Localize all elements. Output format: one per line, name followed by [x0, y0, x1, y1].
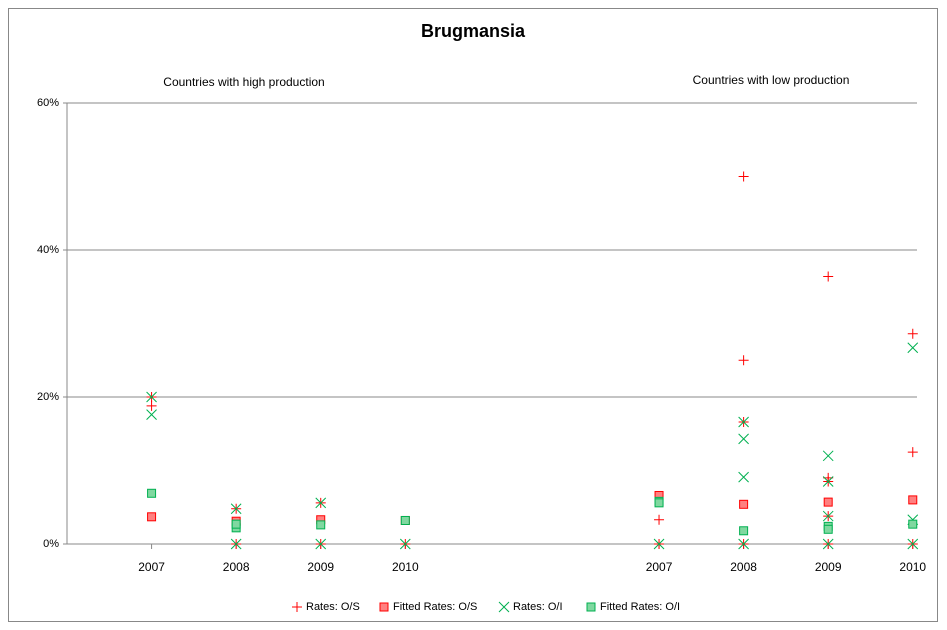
- marker-x: [822, 510, 834, 522]
- y-tick-label: 40%: [37, 244, 59, 256]
- marker-x: [498, 601, 510, 613]
- x-tick-label: 2008: [223, 560, 250, 574]
- legend-item: Fitted Rates: O/S: [379, 601, 477, 613]
- marker-plus: [738, 355, 749, 366]
- marker-x: [907, 342, 919, 354]
- marker-plus: [907, 328, 918, 339]
- marker-x: [146, 409, 157, 420]
- marker-x: [738, 433, 749, 445]
- legend-item: Rates: O/S: [292, 601, 360, 613]
- marker-x: [822, 538, 834, 550]
- marker-square: [400, 515, 410, 525]
- annotation: Countries with high production: [163, 75, 324, 89]
- chart-border: [8, 8, 938, 622]
- marker-square: [654, 498, 664, 508]
- marker-x: [738, 471, 749, 483]
- marker-plus: [907, 447, 918, 458]
- marker-square: [739, 526, 749, 536]
- marker-plus: [738, 171, 749, 182]
- y-tick-label: 60%: [37, 97, 59, 109]
- chart-title: Brugmansia: [421, 21, 526, 41]
- marker-square: [379, 602, 389, 612]
- marker-square: [147, 488, 157, 498]
- marker-x: [822, 476, 834, 487]
- marker-x: [315, 497, 327, 509]
- marker-x: [907, 538, 919, 550]
- legend-label: Rates: O/S: [306, 601, 360, 613]
- x-tick-label: 2009: [815, 560, 842, 574]
- marker-square: [823, 524, 833, 534]
- marker-x: [146, 391, 157, 403]
- marker-plus: [292, 602, 302, 612]
- annotation: Countries with low production: [693, 73, 850, 87]
- y-tick-label: 20%: [37, 391, 59, 403]
- legend-item: Rates: O/I: [498, 601, 563, 613]
- marker-square: [823, 497, 833, 507]
- marker-x: [822, 450, 834, 462]
- marker-square: [908, 519, 918, 529]
- y-tick-label: 0%: [43, 538, 59, 550]
- marker-square: [316, 520, 326, 530]
- marker-square: [147, 512, 157, 522]
- legend-item: Fitted Rates: O/I: [586, 601, 680, 613]
- x-tick-label: 2007: [646, 560, 673, 574]
- marker-x: [315, 538, 327, 550]
- marker-x: [399, 538, 411, 550]
- marker-square: [586, 602, 596, 612]
- marker-x: [738, 538, 749, 550]
- legend-label: Fitted Rates: O/S: [393, 601, 477, 613]
- x-tick-label: 2010: [392, 560, 419, 574]
- x-tick-label: 2010: [899, 560, 926, 574]
- marker-square: [739, 499, 749, 509]
- marker-x: [653, 538, 665, 550]
- marker-x: [738, 416, 749, 428]
- marker-x: [230, 503, 242, 515]
- marker-plus: [654, 514, 665, 525]
- x-tick-label: 2007: [138, 560, 165, 574]
- x-tick-label: 2009: [307, 560, 334, 574]
- legend-label: Rates: O/I: [513, 601, 563, 613]
- marker-plus: [823, 271, 834, 282]
- marker-plus: [146, 400, 157, 411]
- marker-square: [231, 519, 241, 529]
- legend-label: Fitted Rates: O/I: [600, 601, 680, 613]
- marker-x: [230, 538, 242, 550]
- marker-square: [908, 495, 918, 505]
- x-tick-label: 2008: [730, 560, 757, 574]
